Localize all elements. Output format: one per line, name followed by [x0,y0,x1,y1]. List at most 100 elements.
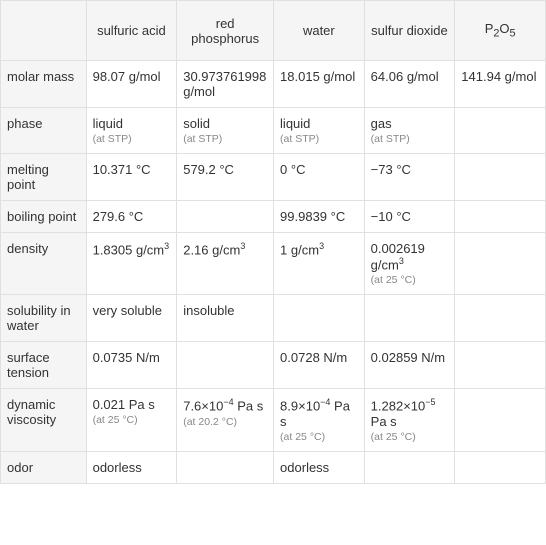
cell-value: 579.2 °C [183,162,267,177]
cell: 0.021 Pa s(at 25 °C) [86,389,177,451]
cell-note: (at 25 °C) [371,431,449,443]
cell: 64.06 g/mol [364,61,455,108]
cell [455,451,546,483]
cell: −73 °C [364,154,455,201]
cell: 18.015 g/mol [274,61,365,108]
cell-value: 0.002619 g/cm3 [371,241,449,272]
cell-value: gas [371,116,449,131]
cell-value: 18.015 g/mol [280,69,358,84]
cell-value: odorless [93,460,171,475]
cell-value: 1.8305 g/cm3 [93,241,171,257]
cell-value: liquid [93,116,171,131]
cell-value: 1.282×10−5 Pa s [371,397,449,428]
row-label: molar mass [1,61,87,108]
cell: 0.0735 N/m [86,342,177,389]
cell [364,451,455,483]
cell [177,201,274,233]
table-row: odor odorless odorless [1,451,546,483]
header-water: water [274,1,365,61]
cell [455,389,546,451]
table-row: solubility in water very soluble insoluble [1,295,546,342]
header-sulfuric-acid: sulfuric acid [86,1,177,61]
cell-value: 7.6×10−4 Pa s [183,397,267,413]
cell-note: (at 25 °C) [371,274,449,286]
row-label: density [1,233,87,295]
properties-table: sulfuric acid red phosphorus water sulfu… [0,0,546,484]
table-row: molar mass 98.07 g/mol 30.973761998 g/mol 1… [1,61,546,108]
cell: 0.0728 N/m [274,342,365,389]
table-body: molar mass 98.07 g/mol 30.973761998 g/mol 1… [1,61,546,484]
cell: 1.8305 g/cm3 [86,233,177,295]
header-p2o5: P2O5 [455,1,546,61]
cell [455,108,546,154]
cell: 141.94 g/mol [455,61,546,108]
cell-value: insoluble [183,303,267,318]
cell: odorless [86,451,177,483]
cell-value: 10.371 °C [93,162,171,177]
cell [455,342,546,389]
cell-value: 0.02859 N/m [371,350,449,365]
cell: 99.9839 °C [274,201,365,233]
cell-value: very soluble [93,303,171,318]
cell [274,295,365,342]
cell-value: 1 g/cm3 [280,241,358,257]
cell: odorless [274,451,365,483]
cell: 1.282×10−5 Pa s (at 25 °C) [364,389,455,451]
cell: 30.973761998 g/mol [177,61,274,108]
cell [455,233,546,295]
table-row: melting point 10.371 °C 579.2 °C 0 °C −73 °C [1,154,546,201]
cell-value: 30.973761998 g/mol [183,69,267,99]
cell-value: liquid [280,116,358,131]
row-label: dynamic viscosity [1,389,87,451]
row-label: odor [1,451,87,483]
cell [177,451,274,483]
cell: solid (at STP) [177,108,274,154]
cell: 7.6×10−4 Pa s (at 20.2 °C) [177,389,274,451]
cell: 0.02859 N/m [364,342,455,389]
row-label: surface tension [1,342,87,389]
row-label: melting point [1,154,87,201]
cell-note: (at 20.2 °C) [183,416,267,428]
cell-value: 0.021 Pa s [93,397,171,412]
cell: insoluble [177,295,274,342]
cell: gas(at STP) [364,108,455,154]
cell: 279.6 °C [86,201,177,233]
cell-value: 8.9×10−4 Pa s [280,397,358,428]
row-label: boiling point [1,201,87,233]
table-row: phase liquid (at STP) solid (at STP) liquid (a… [1,108,546,154]
cell: 1 g/cm3 [274,233,365,295]
cell [364,295,455,342]
cell-value: 0.0728 N/m [280,350,358,365]
row-label: solubility in water [1,295,87,342]
cell-value: 279.6 °C [93,209,171,224]
cell-note: (at 25 °C) [280,431,358,443]
cell: 0.002619 g/cm3 (at 25 °C) [364,233,455,295]
cell-value: solid [183,116,267,131]
cell: liquid (at STP) [86,108,177,154]
cell: −10 °C [364,201,455,233]
cell: 10.371 °C [86,154,177,201]
cell-value: 98.07 g/mol [93,69,171,84]
cell-value: 141.94 g/mol [461,69,539,84]
cell: 2.16 g/cm3 [177,233,274,295]
header-row: sulfuric acid red phosphorus water sulfu… [1,1,546,61]
cell [455,201,546,233]
cell-value: 99.9839 °C [280,209,358,224]
table-row: surface tension0.0735 N/m 0.0728 N/m 0.028… [1,342,546,389]
cell: very soluble [86,295,177,342]
cell-note: (at STP) [280,133,358,145]
cell-note: (at STP) [93,133,171,145]
row-label: phase [1,108,87,154]
cell: 98.07 g/mol [86,61,177,108]
cell-value: odorless [280,460,358,475]
cell-value: 0 °C [280,162,358,177]
cell: liquid (at STP) [274,108,365,154]
cell: 8.9×10−4 Pa s (at 25 °C) [274,389,365,451]
cell-note: (at STP) [183,133,267,145]
table-row: density 1.8305 g/cm3 2.16 g/cm3 1 g/cm3 0.00… [1,233,546,295]
header-sulfur-dioxide: sulfur dioxide [364,1,455,61]
cell [455,154,546,201]
cell-value: −10 °C [371,209,449,224]
header-red-phosphorus: red phosphorus [177,1,274,61]
cell [455,295,546,342]
